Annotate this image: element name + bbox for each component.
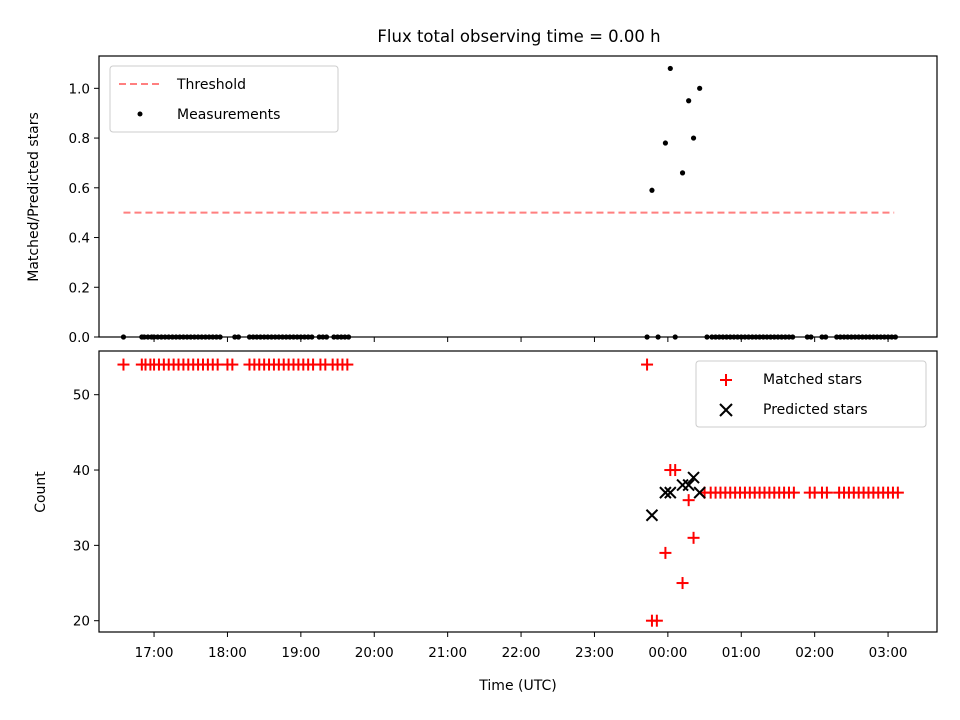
- matched-legend-swatch: [720, 374, 732, 386]
- y-tick-label: 0.2: [69, 280, 90, 296]
- count-y-ticks: 20 30 40 50: [73, 388, 99, 630]
- chart-title: Flux total observing time = 0.00 h: [377, 27, 660, 46]
- x-tick-label: 21:00: [428, 645, 467, 661]
- measurement-point: [697, 85, 703, 91]
- matched-stars-point: [659, 546, 672, 559]
- y-tick-label: 0.0: [69, 330, 90, 346]
- matched-stars-point: [682, 494, 695, 507]
- x-tick-label: 02:00: [795, 645, 834, 661]
- flux-axes-frame: [98, 55, 938, 338]
- matched-stars-point: [641, 358, 654, 371]
- count-legend: Matched stars Predicted stars: [695, 360, 927, 428]
- matched-stars-point: [820, 486, 833, 499]
- measurement-point: [690, 135, 697, 141]
- predicted-legend-label: Predicted stars: [763, 402, 868, 418]
- y-tick-label: 30: [73, 538, 90, 554]
- predicted-legend-swatch: [719, 403, 733, 417]
- predicted-stars-point: [664, 486, 677, 499]
- measurement-point: [679, 170, 686, 176]
- count-y-axis-label: Count: [33, 471, 49, 513]
- measurements-legend-swatch: [137, 111, 143, 117]
- count-axes-frame: [98, 350, 938, 633]
- x-tick-label: 18:00: [208, 645, 247, 661]
- x-tick-label: 00:00: [648, 645, 687, 661]
- measurement-point: [667, 65, 673, 72]
- predicted-stars-point: [687, 471, 700, 484]
- predicted-stars-point: [693, 486, 706, 499]
- flux-marks: [120, 65, 899, 340]
- matched-stars-point: [669, 464, 682, 477]
- x-tick-label: 20:00: [355, 645, 394, 661]
- matched-stars-point: [117, 358, 130, 371]
- measurement-point: [686, 98, 692, 104]
- x-tick-label: 22:00: [502, 645, 541, 661]
- x-axis-label: Time (UTC): [478, 678, 556, 694]
- flux-y-ticks: 0.0 0.2 0.4 0.6 0.8 1.0: [69, 81, 99, 346]
- predicted-stars-point: [659, 486, 672, 499]
- matched-stars-point: [787, 486, 800, 499]
- y-tick-label: 1.0: [69, 81, 90, 97]
- x-tick-label: 23:00: [575, 645, 614, 661]
- x-tick-label: 01:00: [722, 645, 761, 661]
- y-tick-label: 40: [73, 463, 90, 479]
- matched-stars-point: [891, 486, 904, 499]
- matched-stars-point: [687, 531, 700, 544]
- count-legend-box: [695, 360, 927, 428]
- y-tick-label: 0.6: [69, 181, 90, 197]
- x-tick-label: 03:00: [869, 645, 908, 661]
- count-panel: 20 30 40 50 17:00 18:00 19:00 20:00 21:00 22:00 2…: [33, 350, 938, 694]
- predicted-stars-point: [682, 478, 695, 492]
- flux-legend: Threshold Measurements: [109, 65, 339, 133]
- y-tick-label: 20: [73, 614, 90, 630]
- matched-legend-label: Matched stars: [763, 372, 862, 388]
- matched-stars-point: [341, 358, 354, 371]
- count-x-ticks: 17:00 18:00 19:00 20:00 21:00 22:00 23:00 00:00…: [135, 632, 908, 661]
- matched-stars-point: [650, 614, 663, 627]
- predicted-stars-point: [645, 509, 659, 522]
- threshold-legend-label: Threshold: [176, 77, 246, 93]
- x-tick-label: 17:00: [135, 645, 174, 661]
- y-tick-label: 50: [73, 388, 90, 404]
- count-marks: [117, 358, 904, 627]
- y-tick-label: 0.8: [69, 131, 90, 147]
- x-tick-label: 19:00: [281, 645, 320, 661]
- matched-stars-point: [676, 577, 689, 590]
- flux-y-axis-label: Matched/Predicted stars: [26, 112, 42, 282]
- measurement-point: [662, 140, 669, 146]
- flux-panel: Flux total observing time = 0.00 h 0.00.…: [26, 27, 938, 346]
- measurement-point: [649, 187, 655, 193]
- matched-stars-point: [226, 358, 239, 371]
- flux-x-ticks: [153, 337, 889, 342]
- flux-legend-box: [109, 65, 339, 133]
- measurements-legend-label: Measurements: [177, 107, 280, 123]
- y-tick-label: 0.4: [69, 231, 90, 247]
